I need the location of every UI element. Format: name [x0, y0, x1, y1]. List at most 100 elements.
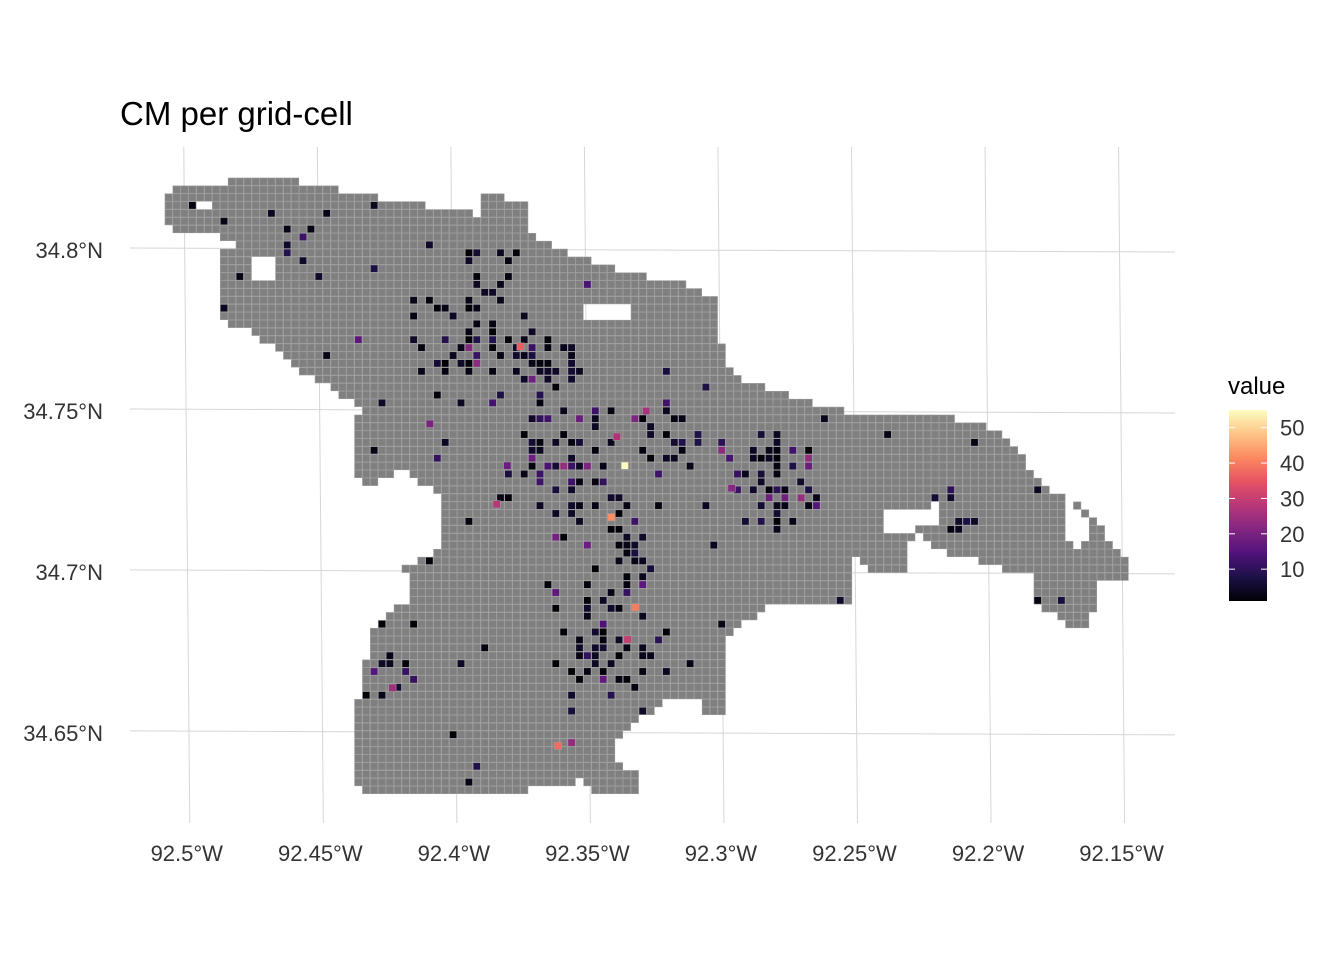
- grid-cell: [488, 548, 497, 557]
- grid-cell: [543, 319, 552, 328]
- grid-cell: [496, 683, 505, 692]
- grid-cell: [599, 351, 608, 360]
- grid-cell: [709, 651, 718, 660]
- grid-cell: [559, 683, 568, 692]
- grid-cell: [780, 390, 789, 399]
- grid-cell: [630, 311, 639, 320]
- grid-cell: [512, 469, 521, 478]
- grid-cell: [622, 667, 631, 676]
- grid-cell: [496, 319, 505, 328]
- grid-cell: [986, 430, 995, 439]
- grid-cell: [449, 256, 458, 265]
- grid-cell: [670, 446, 679, 455]
- grid-cell: [930, 446, 939, 455]
- grid-cell: [172, 217, 181, 226]
- grid-cell: [693, 304, 702, 313]
- grid-cell: [362, 398, 371, 407]
- grid-cell: [409, 564, 418, 573]
- grid-cell: [330, 280, 339, 289]
- grid-cell: [535, 580, 544, 589]
- grid-cell: [1009, 533, 1018, 542]
- grid-cell: [654, 304, 663, 313]
- grid-cell: [417, 351, 426, 360]
- grid-cell: [946, 422, 955, 431]
- grid-cell: [204, 209, 213, 218]
- grid-cell: [267, 304, 276, 313]
- grid-cell: [638, 635, 647, 644]
- grid-cell: [875, 422, 884, 431]
- grid-cell: [741, 604, 750, 613]
- grid-cell: [638, 319, 647, 328]
- grid-cell: [607, 462, 616, 471]
- grid-cell: [1041, 517, 1050, 526]
- grid-cell: [693, 469, 702, 478]
- grid-cell: [464, 493, 473, 502]
- grid-cell: [370, 683, 379, 692]
- grid-cell: [338, 193, 347, 202]
- grid-cell: [693, 517, 702, 526]
- grid-cell: [441, 367, 450, 376]
- grid-cell: [614, 770, 623, 779]
- grid-cell: [575, 288, 584, 297]
- grid-cell: [496, 778, 505, 787]
- grid-cell: [377, 635, 386, 644]
- grid-cell: [243, 272, 252, 281]
- grid-cell: [551, 375, 560, 384]
- grid-cell: [946, 477, 955, 486]
- grid-cell: [662, 398, 671, 407]
- grid-cell: [543, 375, 552, 384]
- grid-cell: [559, 462, 568, 471]
- grid-cell: [512, 272, 521, 281]
- grid-cell: [804, 541, 813, 550]
- grid-cell: [496, 390, 505, 399]
- grid-cell: [844, 517, 853, 526]
- grid-cell: [559, 620, 568, 629]
- grid-cell: [472, 738, 481, 747]
- grid-cell: [275, 240, 284, 249]
- grid-cell: [275, 296, 284, 305]
- grid-cell: [520, 604, 529, 613]
- grid-cell: [385, 651, 394, 660]
- grid-cell: [322, 359, 331, 368]
- grid-cell: [678, 604, 687, 613]
- grid-cell: [243, 225, 252, 234]
- grid-cell: [765, 485, 774, 494]
- grid-cell: [512, 217, 521, 226]
- grid-cell: [464, 659, 473, 668]
- grid-cell: [528, 548, 537, 557]
- grid-cell: [749, 541, 758, 550]
- grid-cell: [717, 446, 726, 455]
- grid-cell: [409, 446, 418, 455]
- grid-cell: [535, 406, 544, 415]
- grid-cell: [512, 288, 521, 297]
- grid-cell: [614, 375, 623, 384]
- grid-cell: [891, 485, 900, 494]
- grid-cell: [535, 375, 544, 384]
- grid-cell: [298, 319, 307, 328]
- grid-cell: [528, 233, 537, 242]
- grid-cell: [607, 501, 616, 510]
- grid-cell: [385, 209, 394, 218]
- grid-cell: [844, 556, 853, 565]
- grid-cell: [788, 438, 797, 447]
- grid-cell: [654, 280, 663, 289]
- grid-cell: [512, 406, 521, 415]
- grid-cell: [614, 778, 623, 787]
- grid-cell: [717, 454, 726, 463]
- grid-cell: [314, 185, 323, 194]
- grid-cell: [583, 635, 592, 644]
- grid-cell: [385, 406, 394, 415]
- grid-cell: [567, 738, 576, 747]
- grid-cell: [354, 240, 363, 249]
- grid-cell: [1009, 548, 1018, 557]
- grid-cell: [599, 525, 608, 534]
- grid-cell: [267, 319, 276, 328]
- grid-cell: [338, 296, 347, 305]
- grid-cell: [622, 596, 631, 605]
- grid-cell: [417, 675, 426, 684]
- grid-cell: [622, 469, 631, 478]
- grid-cell: [717, 572, 726, 581]
- grid-cell: [551, 572, 560, 581]
- grid-cell: [488, 635, 497, 644]
- grid-cell: [670, 485, 679, 494]
